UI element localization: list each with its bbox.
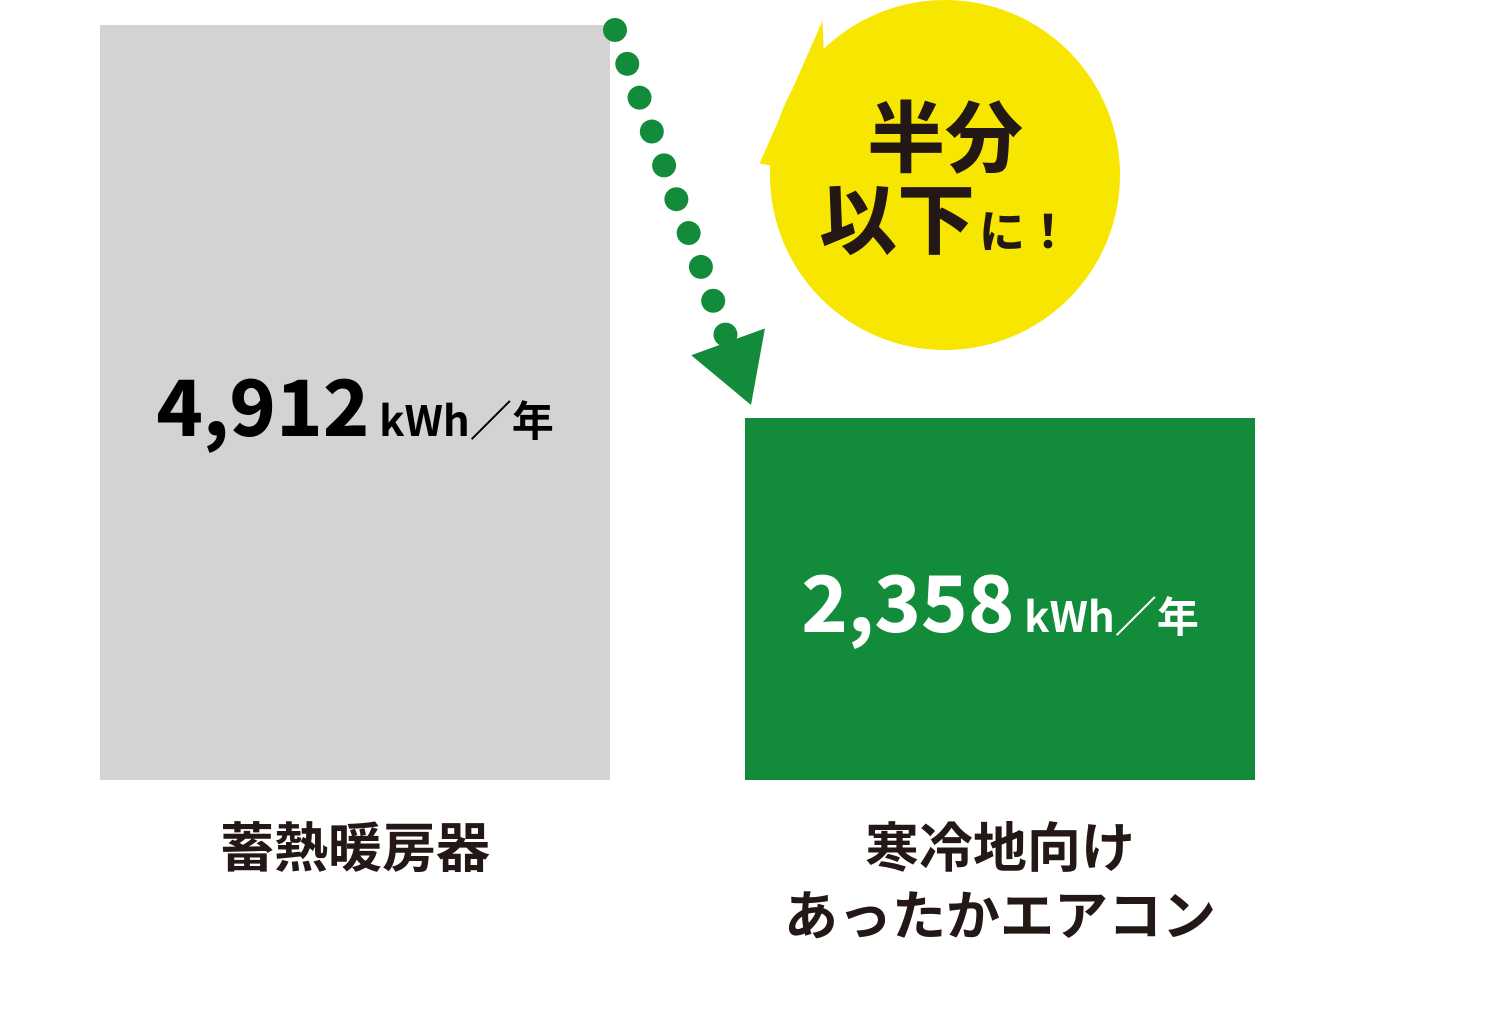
bar-value-unit: kWh／年 bbox=[1024, 584, 1199, 645]
bar-value-number: 4,912 bbox=[156, 347, 369, 459]
callout-bubble: 半分 以下に！ bbox=[770, 0, 1120, 350]
bar-label-cold-region-ac: 寒冷地向けあったかエアコン bbox=[700, 810, 1300, 945]
chart-stage: 4,912 kWh／年 蓄熱暖房器 2,358 kWh／年 寒冷地向けあったかエ… bbox=[0, 0, 1512, 1016]
callout-text: 半分 以下に！ bbox=[819, 93, 1071, 257]
callout-line2: 以下に！ bbox=[819, 175, 1071, 257]
bar-label-storage-heater: 蓄熱暖房器 bbox=[55, 810, 655, 878]
bar-value-number: 2,358 bbox=[801, 543, 1014, 655]
callout-line2-main: 以下 bbox=[819, 159, 975, 271]
callout-line2-tail: に！ bbox=[979, 196, 1071, 262]
bar-value: 2,358 kWh／年 bbox=[801, 543, 1199, 655]
bar-value: 4,912 kWh／年 bbox=[156, 347, 554, 459]
